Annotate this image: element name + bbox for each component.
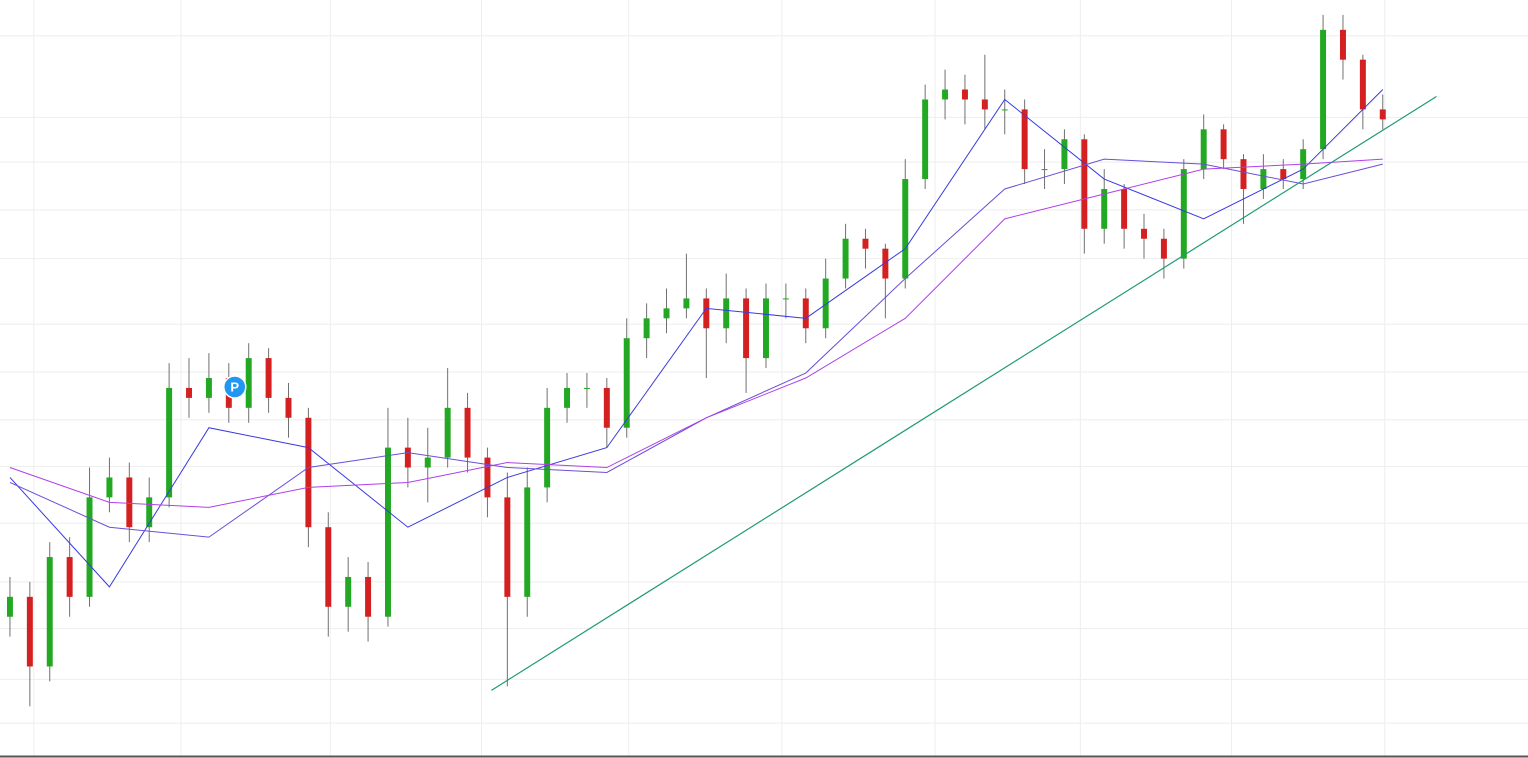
candle-body: [1081, 139, 1088, 229]
candle-body: [1141, 228, 1147, 239]
candle-body: [146, 497, 153, 528]
candle-body: [1280, 169, 1287, 180]
moving-average: [9, 158, 1383, 508]
candle-body: [862, 238, 869, 249]
candle-body: [484, 457, 491, 498]
candle-body: [1240, 159, 1247, 189]
candle-body: [504, 497, 511, 597]
candle-body: [1001, 109, 1008, 111]
candle-body: [564, 387, 571, 408]
candle-body: [305, 417, 312, 528]
candle-body: [1260, 169, 1267, 189]
candle-body: [1101, 189, 1108, 229]
candle-body: [424, 457, 431, 468]
candle-body: [106, 477, 113, 498]
candle-body: [882, 248, 889, 279]
candle-body: [166, 387, 173, 498]
candle-body: [623, 338, 630, 428]
candle-body: [922, 99, 929, 180]
candle-body: [285, 397, 292, 418]
annotation-label: P: [230, 379, 239, 394]
candle-body: [1021, 109, 1028, 170]
candle-body: [782, 298, 789, 300]
candle-body: [802, 298, 809, 329]
candle-body: [384, 447, 391, 617]
candle-body: [683, 298, 690, 309]
candle-body: [46, 557, 53, 667]
candle-body: [961, 89, 968, 100]
candle-body: [1359, 59, 1366, 110]
candle-body: [1379, 109, 1386, 120]
candle-body: [126, 477, 133, 528]
candle-body: [1121, 189, 1128, 229]
candle-body: [842, 238, 849, 279]
moving-average: [9, 89, 1384, 588]
candle-body: [663, 308, 670, 319]
candle-body: [1320, 29, 1327, 150]
candle-body: [822, 278, 829, 329]
candle-body: [464, 407, 471, 458]
candle-body: [643, 318, 650, 339]
candle-body: [325, 527, 332, 607]
candle-body: [1180, 169, 1187, 259]
candle-body: [1220, 129, 1227, 160]
candle-body: [524, 487, 531, 597]
candle-body: [1061, 139, 1068, 170]
candle-body: [1160, 238, 1167, 259]
candle-body: [444, 407, 451, 458]
candle-body: [583, 387, 590, 389]
trendline: [491, 95, 1437, 691]
candle-body: [186, 387, 192, 398]
candle-body: [1339, 29, 1346, 60]
candle-body: [743, 298, 750, 359]
moving-average: [9, 158, 1383, 538]
candle-body: [86, 497, 93, 597]
candle-body: [265, 358, 272, 398]
candle-body: [544, 407, 551, 488]
candle-body: [365, 576, 372, 617]
candle-body: [603, 387, 610, 428]
candle-body: [26, 596, 33, 667]
candle-body: [1041, 169, 1048, 171]
annotation-marker: [223, 375, 247, 399]
candle-body: [763, 298, 769, 359]
candle-body: [245, 358, 252, 408]
candle-body: [902, 179, 909, 279]
candle-body: [6, 596, 13, 617]
candle-body: [981, 99, 988, 110]
candle-body: [703, 298, 710, 329]
candle-body: [66, 557, 73, 597]
candle-body: [723, 298, 730, 329]
candle-body: [1200, 129, 1207, 170]
candle-body: [205, 378, 212, 398]
candle-body: [404, 447, 411, 468]
candle-body: [345, 576, 352, 607]
candle-body: [942, 89, 949, 100]
